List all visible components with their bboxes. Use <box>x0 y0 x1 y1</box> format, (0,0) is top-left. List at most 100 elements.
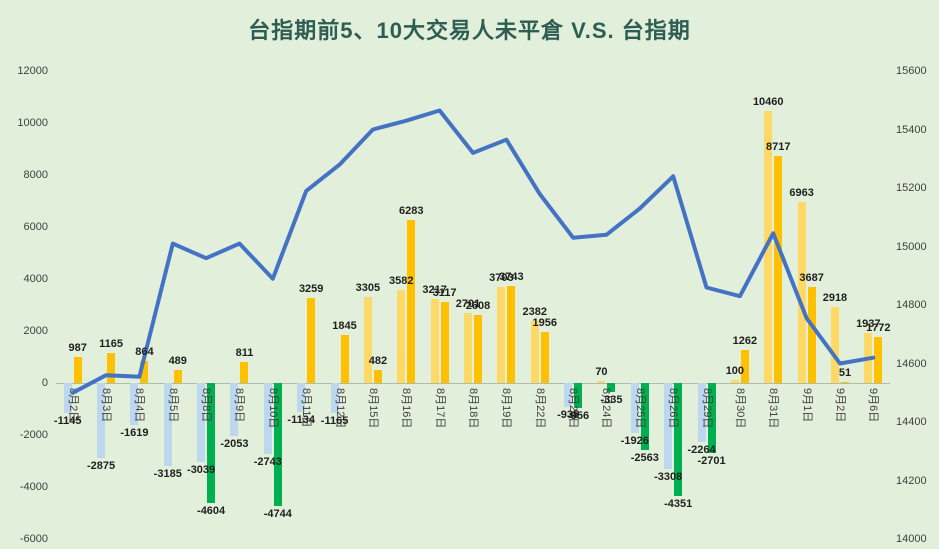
bar-top5 <box>797 201 806 383</box>
bar-value-label: 864 <box>135 345 154 358</box>
bar-value-label: -2743 <box>253 456 282 469</box>
bar-top5 <box>63 383 72 413</box>
bar-value-label: 51 <box>838 366 852 379</box>
left-axis-tick: 8000 <box>23 169 48 181</box>
bar-top5 <box>363 297 372 383</box>
bar-top10 <box>707 383 716 454</box>
bar-top5 <box>530 321 539 383</box>
bar-top10 <box>674 383 683 497</box>
bar-top10 <box>574 383 583 408</box>
category-label: 8月29日 <box>700 388 713 429</box>
bar-top5 <box>464 312 472 383</box>
bar-top5 <box>697 383 706 442</box>
category-label: 8月5日 <box>166 388 179 423</box>
bar-value-label: 1165 <box>99 337 123 350</box>
bar-top5 <box>263 383 272 455</box>
bar-value-label: -1134 <box>287 414 315 427</box>
category-label: 9月1日 <box>800 388 813 423</box>
bar-value-label: 987 <box>68 342 87 355</box>
right-axis-tick: 14600 <box>896 357 927 370</box>
bar-top5 <box>564 383 573 408</box>
bar-value-label: 1845 <box>332 320 357 333</box>
bar-value-label: 3217 <box>422 284 447 297</box>
category-label: 8月15日 <box>366 388 379 429</box>
bar-top5 <box>130 383 139 426</box>
category-label: 8月10日 <box>266 388 279 429</box>
bar-top10 <box>640 383 649 450</box>
bar-value-label: -2264 <box>687 443 716 456</box>
bar-top5 <box>97 383 106 458</box>
bar-top10 <box>540 332 549 383</box>
bar-value-label: 2918 <box>822 292 848 305</box>
category-label: 8月3日 <box>100 388 113 423</box>
bar-top5 <box>197 383 206 462</box>
bar-top5 <box>330 383 339 414</box>
bar-value-label: -1926 <box>620 435 649 448</box>
bar-value-label: -935 <box>557 409 580 422</box>
left-axis-tick: 4000 <box>23 273 48 285</box>
bar-top5 <box>664 383 673 469</box>
bar-top10 <box>373 370 382 383</box>
bar-top5 <box>230 383 239 437</box>
right-axis-tick: 15600 <box>896 65 927 77</box>
bar-value-label: 2608 <box>465 300 491 313</box>
right-axis-tick: 15200 <box>896 182 927 194</box>
bar-top10 <box>307 298 316 383</box>
bar-value-label: -956 <box>567 409 590 422</box>
bar-top10 <box>107 352 116 383</box>
bar-value-label: 3743 <box>499 270 524 283</box>
bar-value-label: 2701 <box>455 297 481 310</box>
bar-top10 <box>340 335 349 383</box>
bar-value-label: 10460 <box>752 96 784 109</box>
bar-value-label: 3703 <box>489 271 514 284</box>
price-line <box>70 108 876 395</box>
bar-value-label: -3308 <box>654 471 683 483</box>
bar-value-label: 3117 <box>432 286 457 299</box>
category-label: 9月2日 <box>833 388 846 423</box>
bar-top5 <box>297 383 306 413</box>
bar-value-label: -335 <box>600 393 623 406</box>
bar-value-label: -1145 <box>53 414 82 427</box>
category-label: 8月8日 <box>200 388 213 423</box>
bar-top10 <box>240 361 249 383</box>
bar-value-label: 6283 <box>399 204 424 217</box>
category-label: 8月18日 <box>467 388 479 429</box>
left-axis-tick: 6000 <box>23 221 48 233</box>
category-label: 8月16日 <box>400 388 413 429</box>
bar-value-label: 489 <box>168 355 187 368</box>
bar-value-label: 6963 <box>789 186 814 199</box>
category-label: 8月4日 <box>133 388 146 423</box>
bar-value-label: 8717 <box>765 141 791 154</box>
bar-value-label: 3259 <box>298 283 324 296</box>
bar-value-label: -4604 <box>197 504 226 517</box>
category-label: 8月25日 <box>633 388 646 429</box>
bar-value-label: 100 <box>725 365 745 378</box>
category-label: 8月26日 <box>667 388 680 429</box>
category-label: 8月9日 <box>233 388 246 423</box>
bar-top10 <box>474 315 482 383</box>
category-label: 9月6日 <box>867 388 880 423</box>
bar-top5 <box>597 381 606 383</box>
bar-value-label: 3687 <box>799 272 824 285</box>
bar-top10 <box>874 336 883 383</box>
category-label: 8月17日 <box>433 388 446 429</box>
category-label: 8月22日 <box>533 388 546 429</box>
bar-value-label: 1262 <box>732 335 758 348</box>
bar-value-label: 3582 <box>389 274 414 287</box>
category-label: 8月31日 <box>767 388 780 429</box>
left-axis-tick: -2000 <box>19 429 48 441</box>
bar-value-label: -1165 <box>320 415 349 428</box>
bar-value-label: -3185 <box>153 467 182 480</box>
bar-top10 <box>207 383 216 503</box>
right-axis-tick: 15400 <box>896 123 927 136</box>
bar-top10 <box>273 383 282 507</box>
bar-top10 <box>73 357 82 383</box>
bar-value-label: 70 <box>595 366 608 379</box>
bar-value-label: 2382 <box>522 306 547 319</box>
right-axis-tick: 14200 <box>896 474 927 487</box>
bar-value-label: 1956 <box>532 317 557 330</box>
bar-value-label: -3039 <box>187 464 216 476</box>
left-axis-tick: -6000 <box>19 533 48 545</box>
bar-top10 <box>140 360 149 383</box>
